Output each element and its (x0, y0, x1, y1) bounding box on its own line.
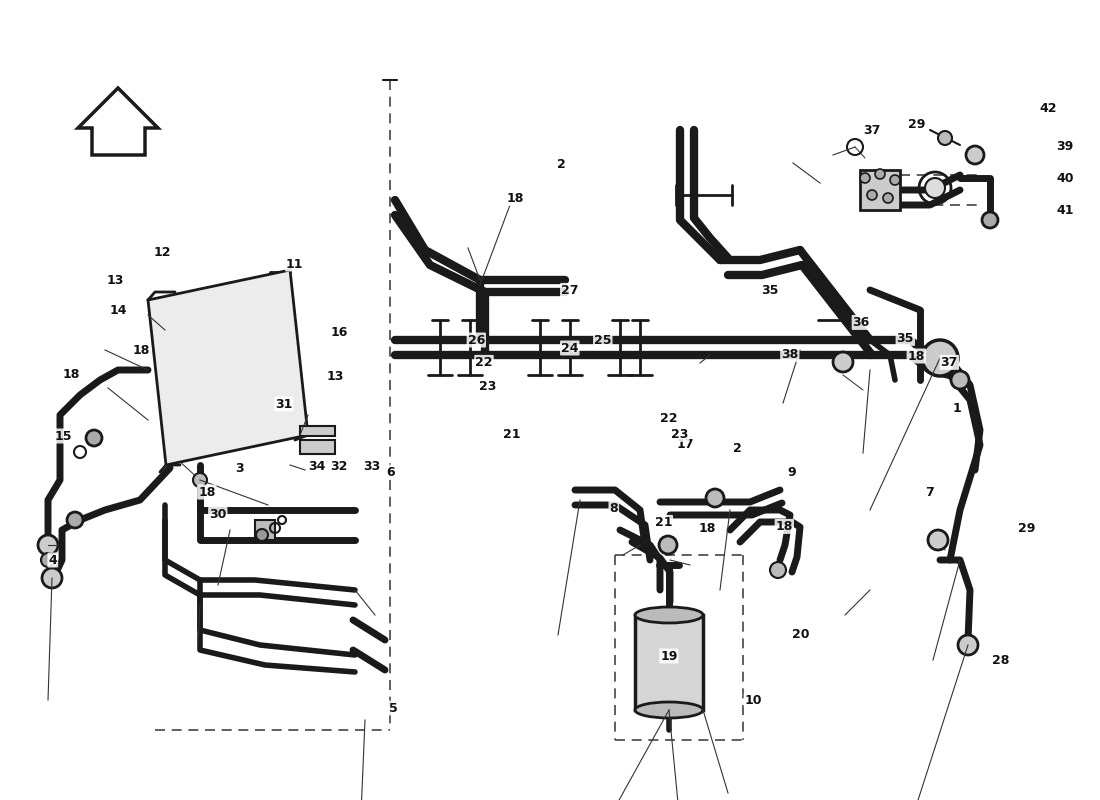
Bar (860, 170, 900, 210)
Text: 18: 18 (198, 486, 216, 498)
Text: 22: 22 (660, 412, 678, 425)
Text: 18: 18 (506, 192, 524, 205)
Circle shape (982, 212, 998, 228)
Text: 31: 31 (275, 398, 293, 410)
Circle shape (770, 562, 786, 578)
Text: 21: 21 (654, 516, 672, 529)
Bar (300, 426, 336, 436)
Circle shape (922, 340, 958, 376)
Ellipse shape (635, 607, 703, 623)
Circle shape (67, 512, 82, 528)
Text: 37: 37 (864, 124, 881, 137)
Text: 35: 35 (896, 332, 914, 345)
Ellipse shape (635, 702, 703, 718)
Text: 18: 18 (908, 350, 925, 362)
Text: 34: 34 (308, 460, 326, 473)
Text: 33: 33 (363, 460, 381, 473)
Bar (300, 440, 336, 454)
Circle shape (860, 173, 870, 183)
Text: 29: 29 (1018, 522, 1035, 534)
Text: 38: 38 (781, 348, 799, 361)
Circle shape (706, 489, 724, 507)
Circle shape (39, 535, 58, 555)
Text: 20: 20 (792, 628, 810, 641)
Text: 24: 24 (561, 342, 579, 354)
Circle shape (874, 169, 886, 179)
Text: 39: 39 (1056, 140, 1074, 153)
Bar (635, 615, 703, 710)
Circle shape (952, 371, 969, 389)
Circle shape (192, 473, 207, 487)
Text: 23: 23 (478, 380, 496, 393)
Text: 29: 29 (908, 118, 925, 130)
Text: 21: 21 (503, 428, 520, 441)
Text: 14: 14 (110, 304, 128, 317)
Text: 5: 5 (389, 702, 398, 714)
Text: 3: 3 (235, 462, 244, 474)
Text: 35: 35 (761, 284, 779, 297)
Text: 41: 41 (1056, 204, 1074, 217)
Circle shape (966, 146, 984, 164)
Text: 7: 7 (925, 486, 934, 498)
Circle shape (883, 193, 893, 203)
Circle shape (925, 178, 945, 198)
Text: 28: 28 (992, 654, 1010, 666)
Text: 9: 9 (788, 466, 796, 478)
Text: 1: 1 (953, 402, 961, 414)
Text: 37: 37 (940, 356, 958, 369)
Text: 11: 11 (286, 258, 304, 270)
Circle shape (928, 530, 948, 550)
Circle shape (42, 568, 62, 588)
Text: 23: 23 (671, 428, 689, 441)
Text: 22: 22 (475, 356, 493, 369)
Text: 15: 15 (55, 430, 73, 442)
Polygon shape (148, 270, 308, 465)
Text: 12: 12 (154, 246, 172, 258)
Text: 26: 26 (468, 334, 485, 346)
Text: 13: 13 (107, 274, 124, 286)
Circle shape (938, 131, 952, 145)
Circle shape (890, 175, 900, 185)
Bar (255, 520, 275, 540)
Text: 18: 18 (132, 344, 150, 357)
Circle shape (86, 430, 102, 446)
Text: 4: 4 (48, 554, 57, 566)
Text: 13: 13 (327, 370, 344, 382)
Text: 19: 19 (660, 650, 678, 662)
Circle shape (41, 553, 55, 567)
Circle shape (833, 352, 853, 372)
Text: 10: 10 (745, 694, 762, 706)
Text: 32: 32 (330, 460, 348, 473)
Text: 8: 8 (609, 502, 618, 514)
Text: 36: 36 (852, 316, 870, 329)
Circle shape (867, 190, 877, 200)
Text: 17: 17 (676, 438, 694, 450)
Text: 16: 16 (330, 326, 348, 338)
Text: 30: 30 (209, 508, 227, 521)
Circle shape (659, 536, 676, 554)
Text: 18: 18 (776, 520, 793, 533)
Text: 18: 18 (63, 368, 80, 381)
Circle shape (256, 529, 268, 541)
Text: 42: 42 (1040, 102, 1057, 114)
Text: 27: 27 (561, 284, 579, 297)
Text: 18: 18 (698, 522, 716, 534)
Text: 2: 2 (733, 442, 741, 454)
Text: 25: 25 (594, 334, 612, 346)
Text: 40: 40 (1056, 172, 1074, 185)
Text: 2: 2 (557, 158, 565, 170)
Text: 6: 6 (386, 466, 395, 478)
Circle shape (958, 635, 978, 655)
